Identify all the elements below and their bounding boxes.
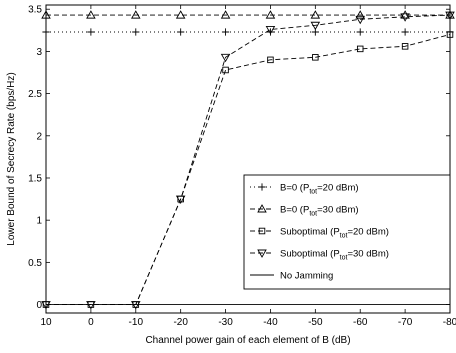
y-tick-label: 0 [36,300,42,311]
x-tick-label: -50 [308,317,323,328]
data-point [220,10,231,19]
data-point [131,301,141,310]
data-point [356,28,364,36]
y-tick-label: 1 [36,216,42,227]
plot-frame [45,4,451,314]
x-tick-label: -20 [173,317,188,328]
y-tick-label: 1.5 [28,173,42,184]
legend-entry: Suboptimal (Ptot=30 dBm) [250,249,389,262]
legend-entry: B=0 (Ptot=30 dBm) [250,204,359,218]
x-tick-label: -80 [443,317,456,328]
plot-layer [41,10,455,310]
legend-marker [257,204,267,213]
data-point [267,56,274,64]
data-point [131,10,141,19]
data-point [177,28,185,36]
x-axis-label: Channel power gain of each element of B … [145,335,350,346]
y-axis-label: Lower Bound of Secrecy Rate (bps/Hz) [6,72,17,245]
data-point [355,10,365,19]
legend-marker [258,227,266,235]
x-tick-label: -30 [218,317,233,328]
data-point [265,26,276,35]
legend-box [243,174,451,290]
x-tick-label: -70 [398,317,413,328]
x-tick-label: -10 [129,317,144,328]
data-point [175,10,186,19]
data-point [355,15,365,25]
legend-entry: Suboptimal (Ptot=20 dBm) [250,227,389,240]
data-point [265,10,276,19]
data-point [86,10,96,19]
y-tick-label: 2.5 [28,89,42,100]
data-point [401,28,409,36]
y-tick-label: 3.5 [28,5,42,16]
y-tick-label: 0.5 [28,258,42,269]
legend-label: No Jamming [280,271,333,282]
y-tick-label: 2 [36,131,42,142]
data-point [400,10,410,19]
legend-label: B=0 (Ptot=30 dBm) [280,205,359,218]
data-point [132,28,140,36]
legend-entry: B=0 (Ptot=20 dBm) [250,183,359,196]
data-point [312,54,319,61]
legend: B=0 (Ptot=20 dBm) B=0 (Ptot=30 dBm) Subopt… [243,174,451,290]
data-point [86,301,96,310]
legend-label: Suboptimal (Ptot=20 dBm) [280,227,389,240]
legend-entry: No Jamming [250,271,333,282]
legend-label: B=0 (Ptot=20 dBm) [280,183,359,196]
axis-ticks: 0 0.5 1 1.5 2 2.5 3 3.5 10 0 -10 -20 -30 -40 -50 -60 -70… [28,5,456,328]
data-point [310,21,321,31]
x-tick-label: -60 [353,317,368,328]
x-tick-label: 10 [40,317,52,328]
data-point [220,53,231,63]
legend-marker [258,183,266,191]
data-point [356,45,364,53]
data-point [87,28,95,36]
series-1 [42,28,454,36]
x-tick-label: -40 [263,317,278,328]
data-point [310,10,321,19]
legend-marker [257,249,267,258]
legend-label: Suboptimal (Ptot=30 dBm) [280,249,389,262]
y-tick-label: 3 [36,47,42,58]
data-point [222,66,229,74]
data-point [221,28,230,36]
data-point [175,195,186,204]
data-point [400,13,410,22]
data-point [266,28,275,36]
x-tick-label: 0 [88,317,94,328]
data-point [401,43,409,50]
